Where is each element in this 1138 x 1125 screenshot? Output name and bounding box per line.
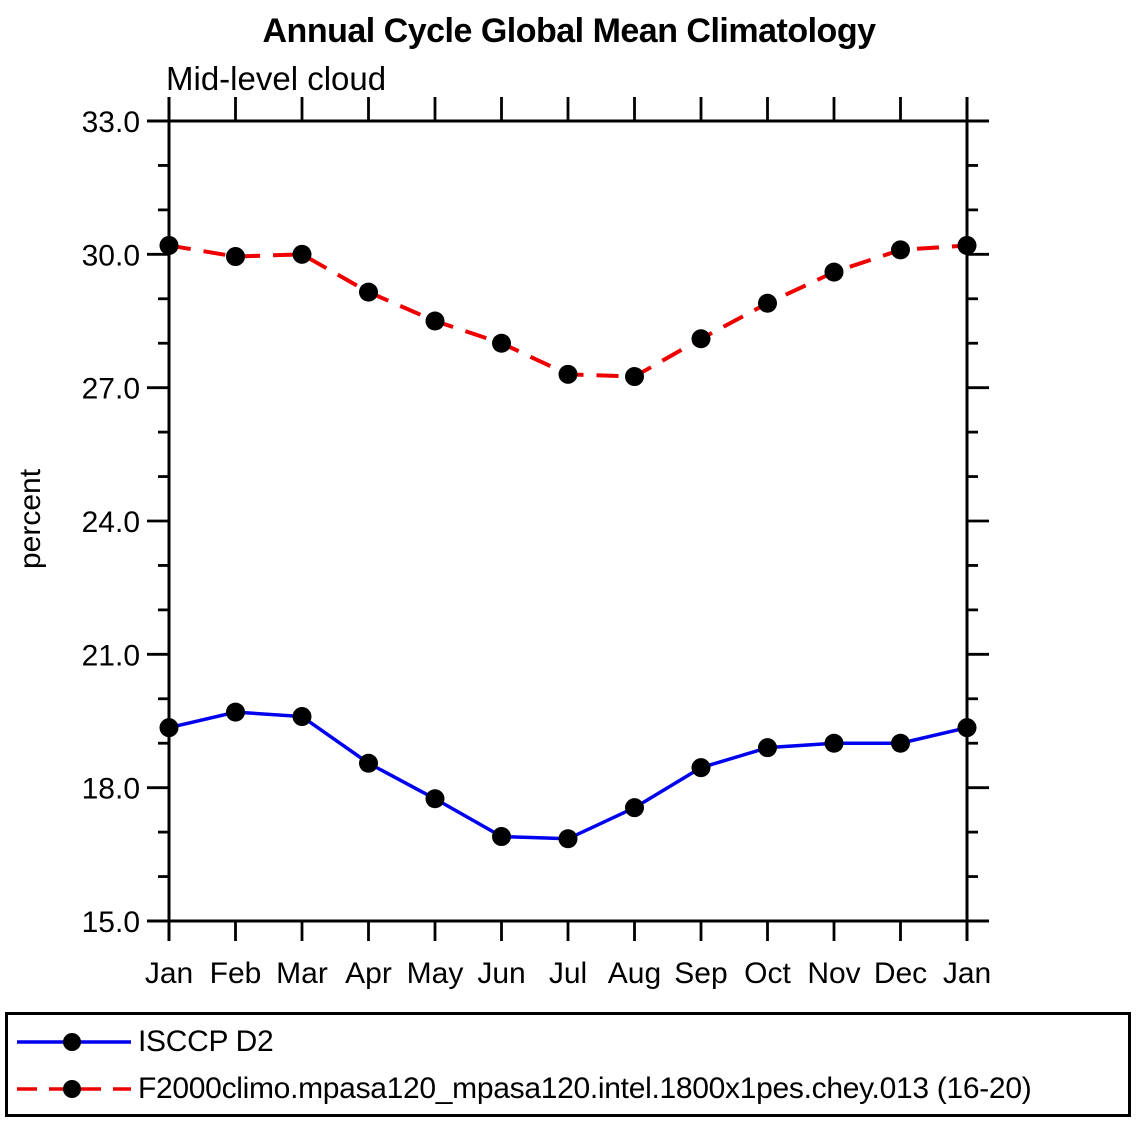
x-tick-label: Apr: [345, 957, 392, 990]
x-tick-label: Jul: [549, 957, 587, 990]
legend-box: ISCCP D2 F2000climo.mpasa120_mpasa120.in…: [5, 1012, 1131, 1117]
legend-item-isccp: ISCCP D2: [13, 1025, 274, 1058]
data-point-marker: [558, 364, 578, 384]
data-point-marker: [824, 262, 844, 282]
chart-subtitle: Mid-level cloud: [166, 60, 387, 97]
data-point-marker: [758, 293, 777, 313]
legend-line-solid-icon: [17, 1033, 131, 1051]
data-point-marker: [891, 240, 910, 260]
data-point-marker: [492, 333, 511, 353]
x-tick-label: Aug: [608, 957, 661, 990]
series-line-model: [168, 243, 968, 379]
y-tick-label: 30.0: [82, 239, 140, 272]
data-point-marker: [691, 758, 711, 778]
x-tick-label: Jan: [145, 957, 193, 990]
plot-area: Jan Feb Mar Apr May Jun Jul Aug Sep Oct Nov Dec Jan1…: [14, 97, 991, 990]
data-point-marker: [226, 702, 245, 722]
data-point-marker: [824, 733, 844, 753]
x-tick-label: Mar: [276, 957, 328, 990]
x-tick-label: Dec: [874, 957, 927, 990]
x-tick-label: May: [407, 957, 464, 990]
x-tick-label: Sep: [674, 957, 727, 990]
data-point-marker: [359, 282, 378, 302]
y-axis-title: percent: [14, 468, 47, 569]
y-tick-label: 27.0: [82, 373, 140, 406]
legend-item-model: F2000climo.mpasa120_mpasa120.intel.1800x…: [13, 1072, 1032, 1105]
data-point-marker: [558, 829, 578, 849]
data-point-marker: [425, 311, 445, 331]
legend-label-isccp: ISCCP D2: [138, 1025, 274, 1058]
data-point-marker: [957, 718, 977, 738]
x-tick-label: Jun: [477, 957, 525, 990]
data-point-marker: [492, 827, 511, 847]
chart-title: Annual Cycle Global Mean Climatology: [262, 12, 877, 50]
x-tick-label: Feb: [210, 957, 262, 990]
y-tick-label: 24.0: [82, 506, 140, 539]
legend-label-model: F2000climo.mpasa120_mpasa120.intel.1800x…: [138, 1072, 1032, 1105]
legend-line-dashed-icon: [17, 1080, 131, 1098]
data-point-marker: [891, 733, 910, 753]
data-point-marker: [159, 235, 179, 255]
y-tick-label: 15.0: [82, 906, 140, 939]
x-tick-label: Jan: [943, 957, 991, 990]
data-point-marker: [425, 789, 445, 809]
y-tick-label: 18.0: [82, 773, 140, 806]
data-point-marker: [758, 738, 777, 758]
data-point-marker: [625, 798, 644, 818]
data-point-marker: [226, 247, 245, 267]
x-tick-label: Nov: [807, 957, 860, 990]
data-point-marker: [691, 329, 711, 349]
data-point-marker: [292, 707, 312, 727]
y-tick-label: 21.0: [82, 639, 140, 672]
data-point-marker: [159, 718, 179, 738]
data-point-marker: [957, 235, 977, 255]
data-point-marker: [359, 753, 378, 773]
series-line-isccp: [168, 710, 968, 841]
x-tick-label: Oct: [744, 957, 791, 990]
y-tick-label: 33.0: [82, 106, 140, 139]
data-point-marker: [625, 367, 644, 387]
data-point-marker: [292, 244, 312, 264]
